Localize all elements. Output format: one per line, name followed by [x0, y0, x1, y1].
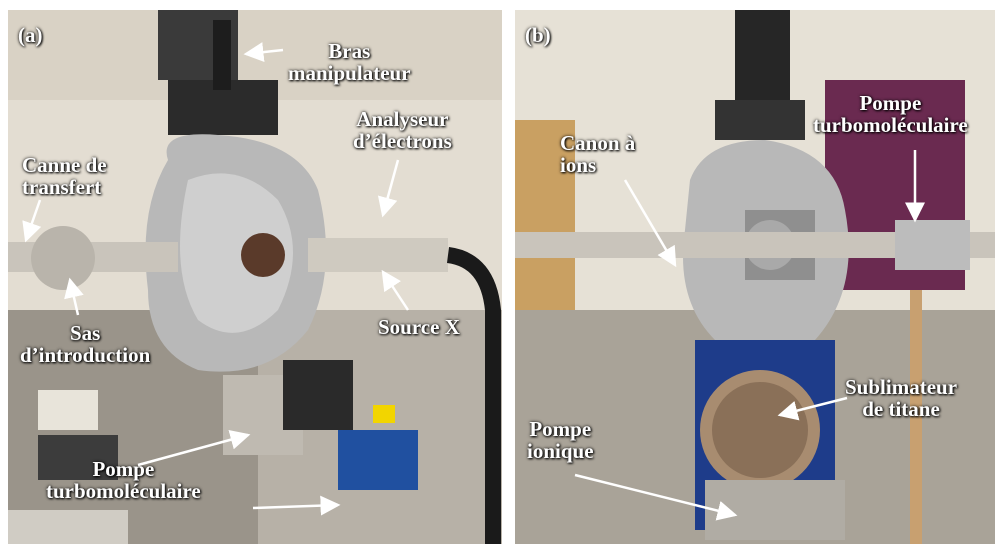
label-pompe-turbomoleculaire-b: Pompe turbomoléculaire: [813, 91, 968, 137]
label-bras-manipulateur: Bras manipulateur: [288, 39, 411, 85]
label-canon-ions: Canon à ions: [560, 131, 636, 177]
lab-photo-a: [8, 10, 502, 544]
label-analyseur-electrons: Analyseur d’électrons: [353, 107, 452, 153]
label-pompe-ionique: Pompe ionique: [527, 417, 594, 463]
panel-a-tag: (a): [18, 23, 43, 47]
label-sas-introduction: Sas d’introduction: [20, 321, 151, 367]
panel-b-tag: (b): [525, 23, 551, 47]
photo-panel-a: (a) Bras manipulateur Analyseur d’électron…: [8, 10, 502, 544]
photo-panel-b: (b) Canon à ions Pompe turbomoléculaire Su…: [515, 10, 995, 544]
label-canne-transfert: Canne de transfert: [22, 153, 107, 199]
label-pompe-turbomoleculaire-a: Pompe turbomoléculaire: [46, 457, 201, 503]
lab-photo-b: [515, 10, 995, 544]
label-source-x: Source X: [378, 315, 460, 339]
label-sublimateur-titane: Sublimateur de titane: [845, 375, 958, 421]
